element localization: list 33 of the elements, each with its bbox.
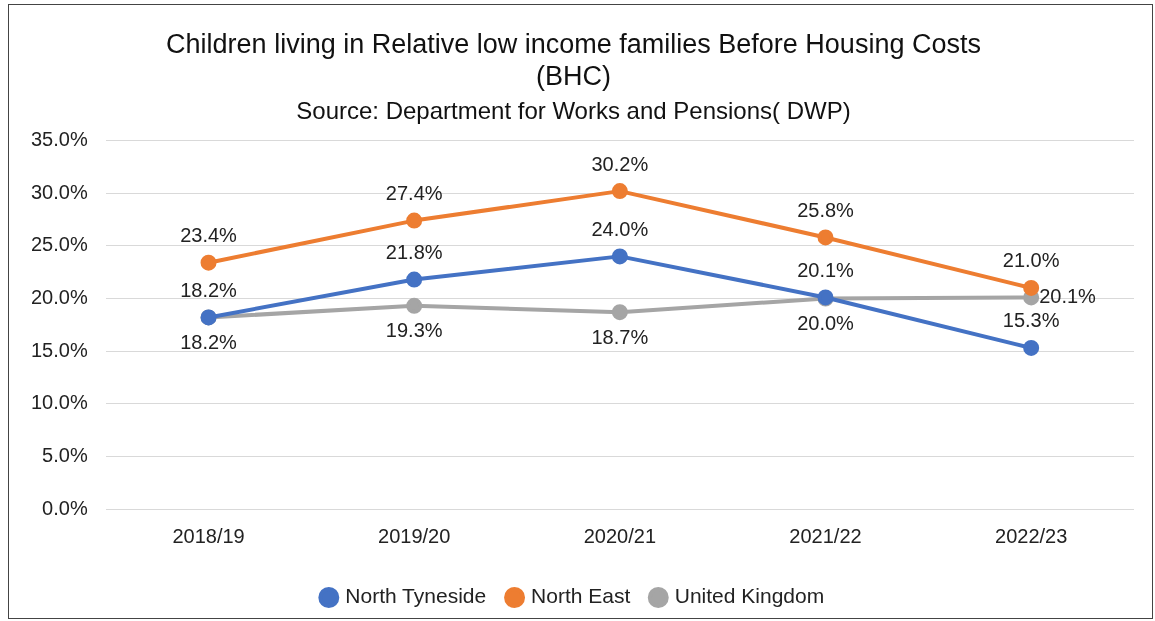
data-label: 20.0% (797, 312, 855, 334)
data-label: 30.2% (591, 152, 649, 175)
data-label: 21.8% (385, 241, 443, 264)
y-tick-label: 20.0% (30, 286, 88, 308)
y-tick-label: 0.0% (42, 496, 88, 519)
data-label: 20.1% (797, 258, 855, 281)
data-label: 18.2% (180, 278, 238, 301)
chart-title: Children living in Relative low income families Before Housing Costs (BHC) (166, 28, 981, 92)
data-label: 19.3% (385, 319, 443, 342)
y-tick-label: 5.0% (42, 443, 88, 466)
y-tick-label: 30.0% (30, 180, 88, 203)
data-label: 21.0% (1002, 249, 1060, 272)
data-label: 18.2% (180, 330, 238, 353)
data-label: 15.3% (1002, 309, 1060, 332)
y-tick-label: 25.0% (30, 233, 88, 256)
y-tick-label: 35.0% (30, 128, 88, 151)
data-label: 18.7% (591, 325, 649, 348)
x-tick-label: 2019/20 (378, 524, 451, 547)
chart-subtitle: Source: Department for Works and Pensions( DWP) (296, 96, 851, 124)
legend-label: United Kingdom (674, 584, 825, 608)
y-tick-label: 10.0% (30, 391, 88, 414)
legend-label: North East (531, 584, 631, 608)
data-label: 27.4% (385, 182, 443, 205)
legend-label: North Tyneside (345, 584, 487, 608)
data-label: 25.8% (797, 198, 855, 221)
data-label: 24.0% (591, 217, 649, 240)
x-tick-label: 2018/19 (172, 524, 245, 547)
data-label: 23.4% (180, 224, 238, 247)
x-tick-label: 2020/21 (583, 524, 656, 547)
data-label: 20.1% (1039, 284, 1097, 307)
x-tick-label: 2022/23 (995, 524, 1068, 547)
y-tick-label: 15.0% (30, 338, 88, 361)
x-tick-label: 2021/22 (789, 524, 862, 547)
